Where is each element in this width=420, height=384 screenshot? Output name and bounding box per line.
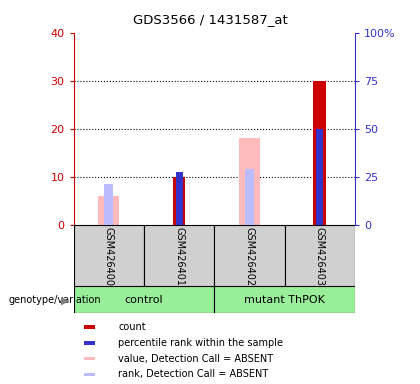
- Text: mutant ThPOK: mutant ThPOK: [244, 295, 325, 305]
- Text: percentile rank within the sample: percentile rank within the sample: [118, 338, 283, 348]
- Bar: [84, 357, 95, 360]
- Text: ▶: ▶: [61, 295, 69, 305]
- Text: GDS3566 / 1431587_at: GDS3566 / 1431587_at: [133, 13, 287, 26]
- Text: GSM426400: GSM426400: [104, 227, 114, 286]
- Bar: [285, 225, 355, 286]
- Bar: [214, 225, 285, 286]
- Bar: [176, 172, 183, 225]
- Bar: [214, 286, 355, 313]
- Text: rank, Detection Call = ABSENT: rank, Detection Call = ABSENT: [118, 369, 268, 379]
- Bar: [84, 325, 95, 329]
- Text: value, Detection Call = ABSENT: value, Detection Call = ABSENT: [118, 354, 273, 364]
- Text: count: count: [118, 322, 146, 332]
- Bar: [316, 129, 323, 225]
- Bar: [74, 286, 214, 313]
- Bar: [144, 225, 214, 286]
- Bar: [245, 169, 254, 225]
- Text: GSM426403: GSM426403: [315, 227, 325, 286]
- Bar: [98, 196, 119, 225]
- Text: control: control: [125, 295, 163, 305]
- Bar: [313, 81, 326, 225]
- Bar: [173, 177, 185, 225]
- Text: GSM426402: GSM426402: [244, 227, 255, 286]
- Bar: [84, 341, 95, 344]
- Text: GSM426401: GSM426401: [174, 227, 184, 286]
- Text: genotype/variation: genotype/variation: [8, 295, 101, 305]
- Bar: [74, 225, 144, 286]
- Bar: [84, 373, 95, 376]
- Bar: [239, 138, 260, 225]
- Bar: [105, 184, 113, 225]
